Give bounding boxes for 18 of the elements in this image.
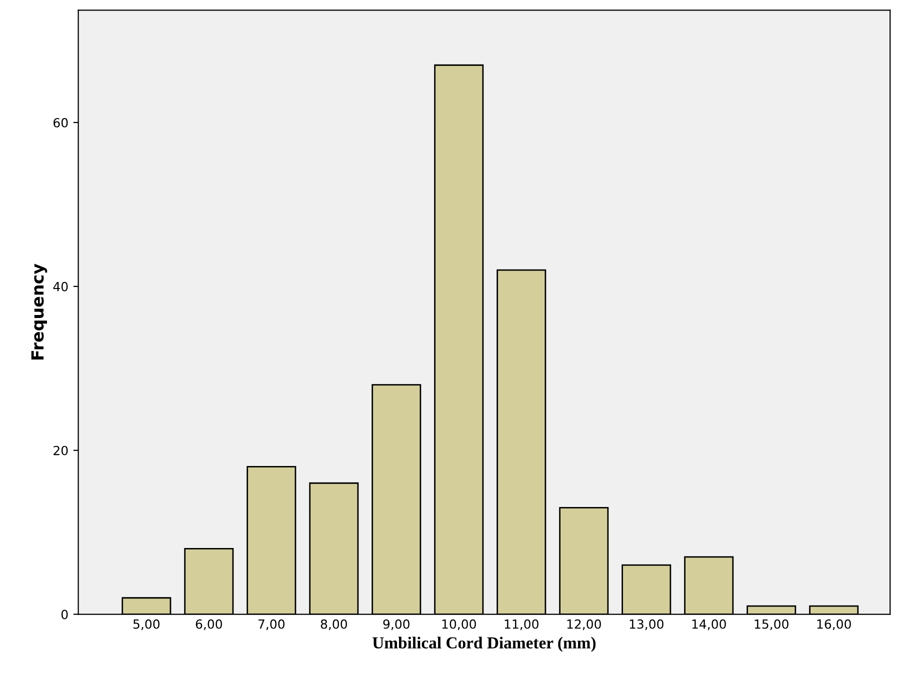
y-tick-label: 20 xyxy=(54,446,68,456)
y-tick-label: 60 xyxy=(54,118,68,128)
x-tick-label: 12,00 xyxy=(567,619,601,630)
x-tick-label: 8,00 xyxy=(320,619,347,630)
x-axis-title: Umbilical Cord Diameter (mm) xyxy=(372,636,596,652)
x-tick-label: 5,00 xyxy=(133,619,160,630)
y-tick-label: 40 xyxy=(53,282,68,292)
x-tick-label: 13,00 xyxy=(630,619,664,630)
x-tick-label: 11,00 xyxy=(504,619,538,630)
x-tick-label: 6,00 xyxy=(196,619,222,630)
x-tick-label: 15,00 xyxy=(754,619,788,630)
x-tick-label: 7,00 xyxy=(258,619,284,630)
x-tick-label: 16,00 xyxy=(817,619,851,630)
y-axis-title: Frequency xyxy=(31,264,48,360)
x-tick-label: 9,00 xyxy=(383,619,410,630)
y-tick-label: 0 xyxy=(61,610,68,620)
x-tick-label: 10,00 xyxy=(442,619,476,630)
x-tick-label: 14,00 xyxy=(692,619,726,630)
